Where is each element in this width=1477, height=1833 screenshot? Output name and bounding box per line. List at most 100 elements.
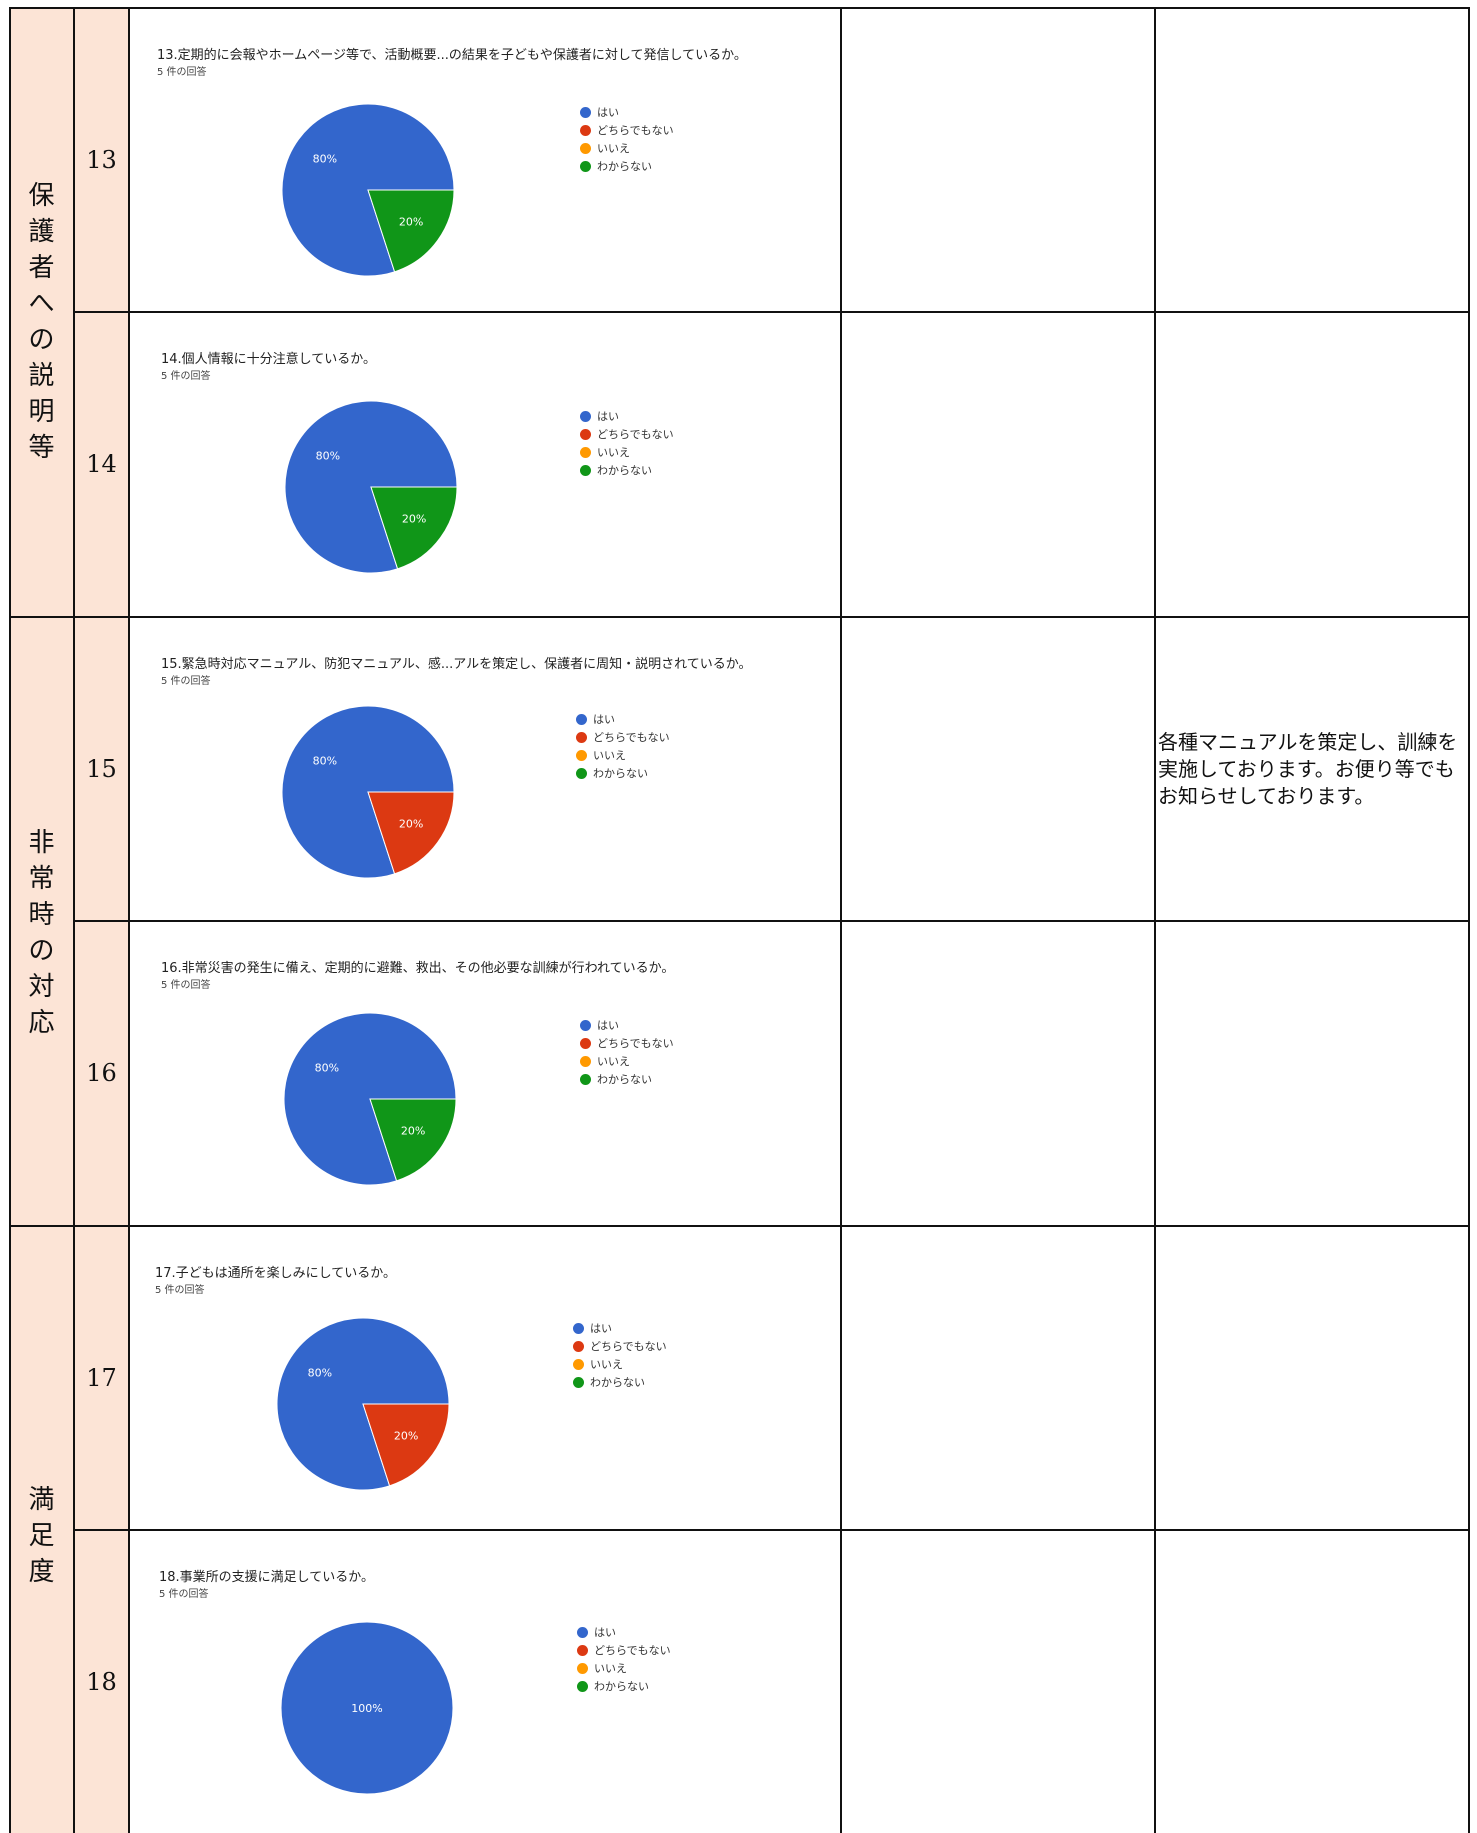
legend-label: わからない bbox=[597, 1073, 652, 1086]
chart-legend: はいどちらでもないいいえわからない bbox=[580, 407, 674, 479]
chart-legend: はいどちらでもない いいえわからない bbox=[576, 710, 670, 782]
chart-legend: はい どちらでもない いいえ わからない bbox=[580, 1016, 674, 1088]
pie-chart: 100% bbox=[280, 1621, 454, 1795]
category-char: 等 bbox=[28, 433, 55, 463]
legend-swatch bbox=[576, 713, 587, 725]
row-number-cell bbox=[75, 8, 128, 311]
question-title: 18.事業所の支援に満足しているか。 bbox=[159, 1570, 375, 1585]
legend-swatch bbox=[576, 767, 587, 779]
legend-label: いいえ bbox=[597, 1055, 630, 1068]
legend-item: はい bbox=[580, 407, 674, 425]
category-char: 非 bbox=[28, 828, 55, 858]
legend-swatch bbox=[573, 1358, 584, 1370]
grid-line bbox=[73, 920, 1470, 922]
legend-swatch bbox=[580, 1037, 591, 1049]
category-char: へ bbox=[28, 289, 55, 319]
legend-item: どちらでもない bbox=[573, 1337, 667, 1355]
legend-swatch bbox=[580, 160, 591, 172]
legend-item: わからない bbox=[576, 764, 670, 782]
row-number: 17 bbox=[86, 1363, 117, 1392]
legend-label: はい bbox=[597, 410, 619, 423]
legend-label: わからない bbox=[594, 1680, 649, 1693]
legend-item: どちらでもない bbox=[577, 1641, 671, 1659]
category-char: 者 bbox=[28, 253, 55, 283]
pie-value-label: 20% bbox=[399, 215, 423, 228]
legend-item: わからない bbox=[580, 1070, 674, 1088]
legend-swatch bbox=[576, 731, 587, 743]
pie-slice bbox=[280, 1621, 454, 1795]
grid-line bbox=[9, 616, 1470, 618]
legend-label: はい bbox=[590, 1322, 612, 1335]
pie-slice bbox=[369, 1098, 457, 1182]
pie-value-label: 80% bbox=[316, 450, 340, 463]
legend-label: いいえ bbox=[594, 1662, 627, 1675]
category-char: 度 bbox=[28, 1557, 55, 1587]
row-number: 16 bbox=[86, 1059, 117, 1087]
legend-item: はい bbox=[573, 1319, 667, 1337]
legend-item: いいえ bbox=[580, 139, 674, 157]
pie-chart: 80% 20% bbox=[276, 1317, 450, 1491]
legend-item: いいえ bbox=[580, 443, 674, 461]
category-char: 応 bbox=[28, 1008, 55, 1038]
legend-item: どちらでもない bbox=[576, 728, 670, 746]
legend-label: わからない bbox=[597, 160, 652, 173]
legend-label: はい bbox=[597, 106, 619, 119]
category-char: 護 bbox=[28, 217, 55, 247]
grid-line bbox=[9, 8, 11, 1833]
legend-swatch bbox=[573, 1340, 584, 1352]
legend-label: どちらでもない bbox=[594, 1644, 671, 1657]
legend-item: はい bbox=[577, 1623, 671, 1641]
legend-item: わからない bbox=[580, 461, 674, 479]
grid-line bbox=[9, 7, 1470, 9]
category-char: 時 bbox=[28, 900, 55, 930]
legend-label: はい bbox=[594, 1626, 616, 1639]
legend-swatch bbox=[577, 1626, 588, 1638]
category-char: の bbox=[28, 936, 55, 966]
legend-label: いいえ bbox=[597, 142, 630, 155]
legend-label: わからない bbox=[590, 1376, 645, 1389]
question-title: 17.子どもは通所を楽しみにしているか。 bbox=[155, 1266, 397, 1281]
legend-swatch bbox=[580, 410, 591, 422]
category-char: の bbox=[28, 325, 55, 355]
chart-legend: はいどちらでもないいいえわからない bbox=[573, 1319, 667, 1391]
pie-chart: 80% 20% bbox=[284, 400, 458, 574]
grid-line bbox=[73, 311, 1470, 313]
row-number-cell bbox=[75, 1226, 128, 1529]
category-char: 対 bbox=[28, 972, 55, 1002]
response-count: 5 件の回答 bbox=[161, 676, 211, 687]
legend-label: いいえ bbox=[593, 749, 626, 762]
legend-swatch bbox=[580, 464, 591, 476]
legend-label: いいえ bbox=[597, 446, 630, 459]
response-count: 5 件の回答 bbox=[161, 371, 211, 382]
category-char: 説 bbox=[28, 361, 55, 391]
pie-value-label: 20% bbox=[394, 1429, 418, 1442]
pie-slice bbox=[362, 1403, 450, 1487]
category-label: 保護者への説明等 bbox=[10, 178, 73, 466]
legend-item: どちらでもない bbox=[580, 425, 674, 443]
pie-value-label: 80% bbox=[308, 1367, 332, 1380]
legend-label: いいえ bbox=[590, 1358, 623, 1371]
legend-item: わからない bbox=[580, 157, 674, 175]
category-char: 保 bbox=[28, 181, 55, 211]
row-number: 13 bbox=[86, 145, 117, 174]
pie-value-label: 20% bbox=[402, 512, 426, 525]
chart-legend: はいどちらでもない いいえわからない bbox=[580, 103, 674, 175]
legend-label: はい bbox=[593, 713, 615, 726]
legend-swatch bbox=[573, 1322, 584, 1334]
legend-item: はい bbox=[580, 1016, 674, 1034]
question-title: 16.非常災害の発生に備え、定期的に避難、救出、その他必要な訓練が行われているか… bbox=[161, 961, 675, 976]
row-number: 14 bbox=[86, 450, 117, 478]
pie-value-label: 80% bbox=[315, 1062, 339, 1075]
legend-item: いいえ bbox=[576, 746, 670, 764]
pie-slice bbox=[367, 791, 455, 875]
row-number-cell bbox=[75, 312, 128, 616]
pie-value-label: 80% bbox=[313, 755, 337, 768]
legend-label: はい bbox=[597, 1019, 619, 1032]
pie-slice bbox=[370, 486, 458, 570]
chart-legend: はいどちらでもない いいえわからない bbox=[577, 1623, 671, 1695]
legend-label: どちらでもない bbox=[597, 124, 674, 137]
legend-label: どちらでもない bbox=[593, 731, 670, 744]
legend-swatch bbox=[577, 1644, 588, 1656]
legend-swatch bbox=[580, 1073, 591, 1085]
